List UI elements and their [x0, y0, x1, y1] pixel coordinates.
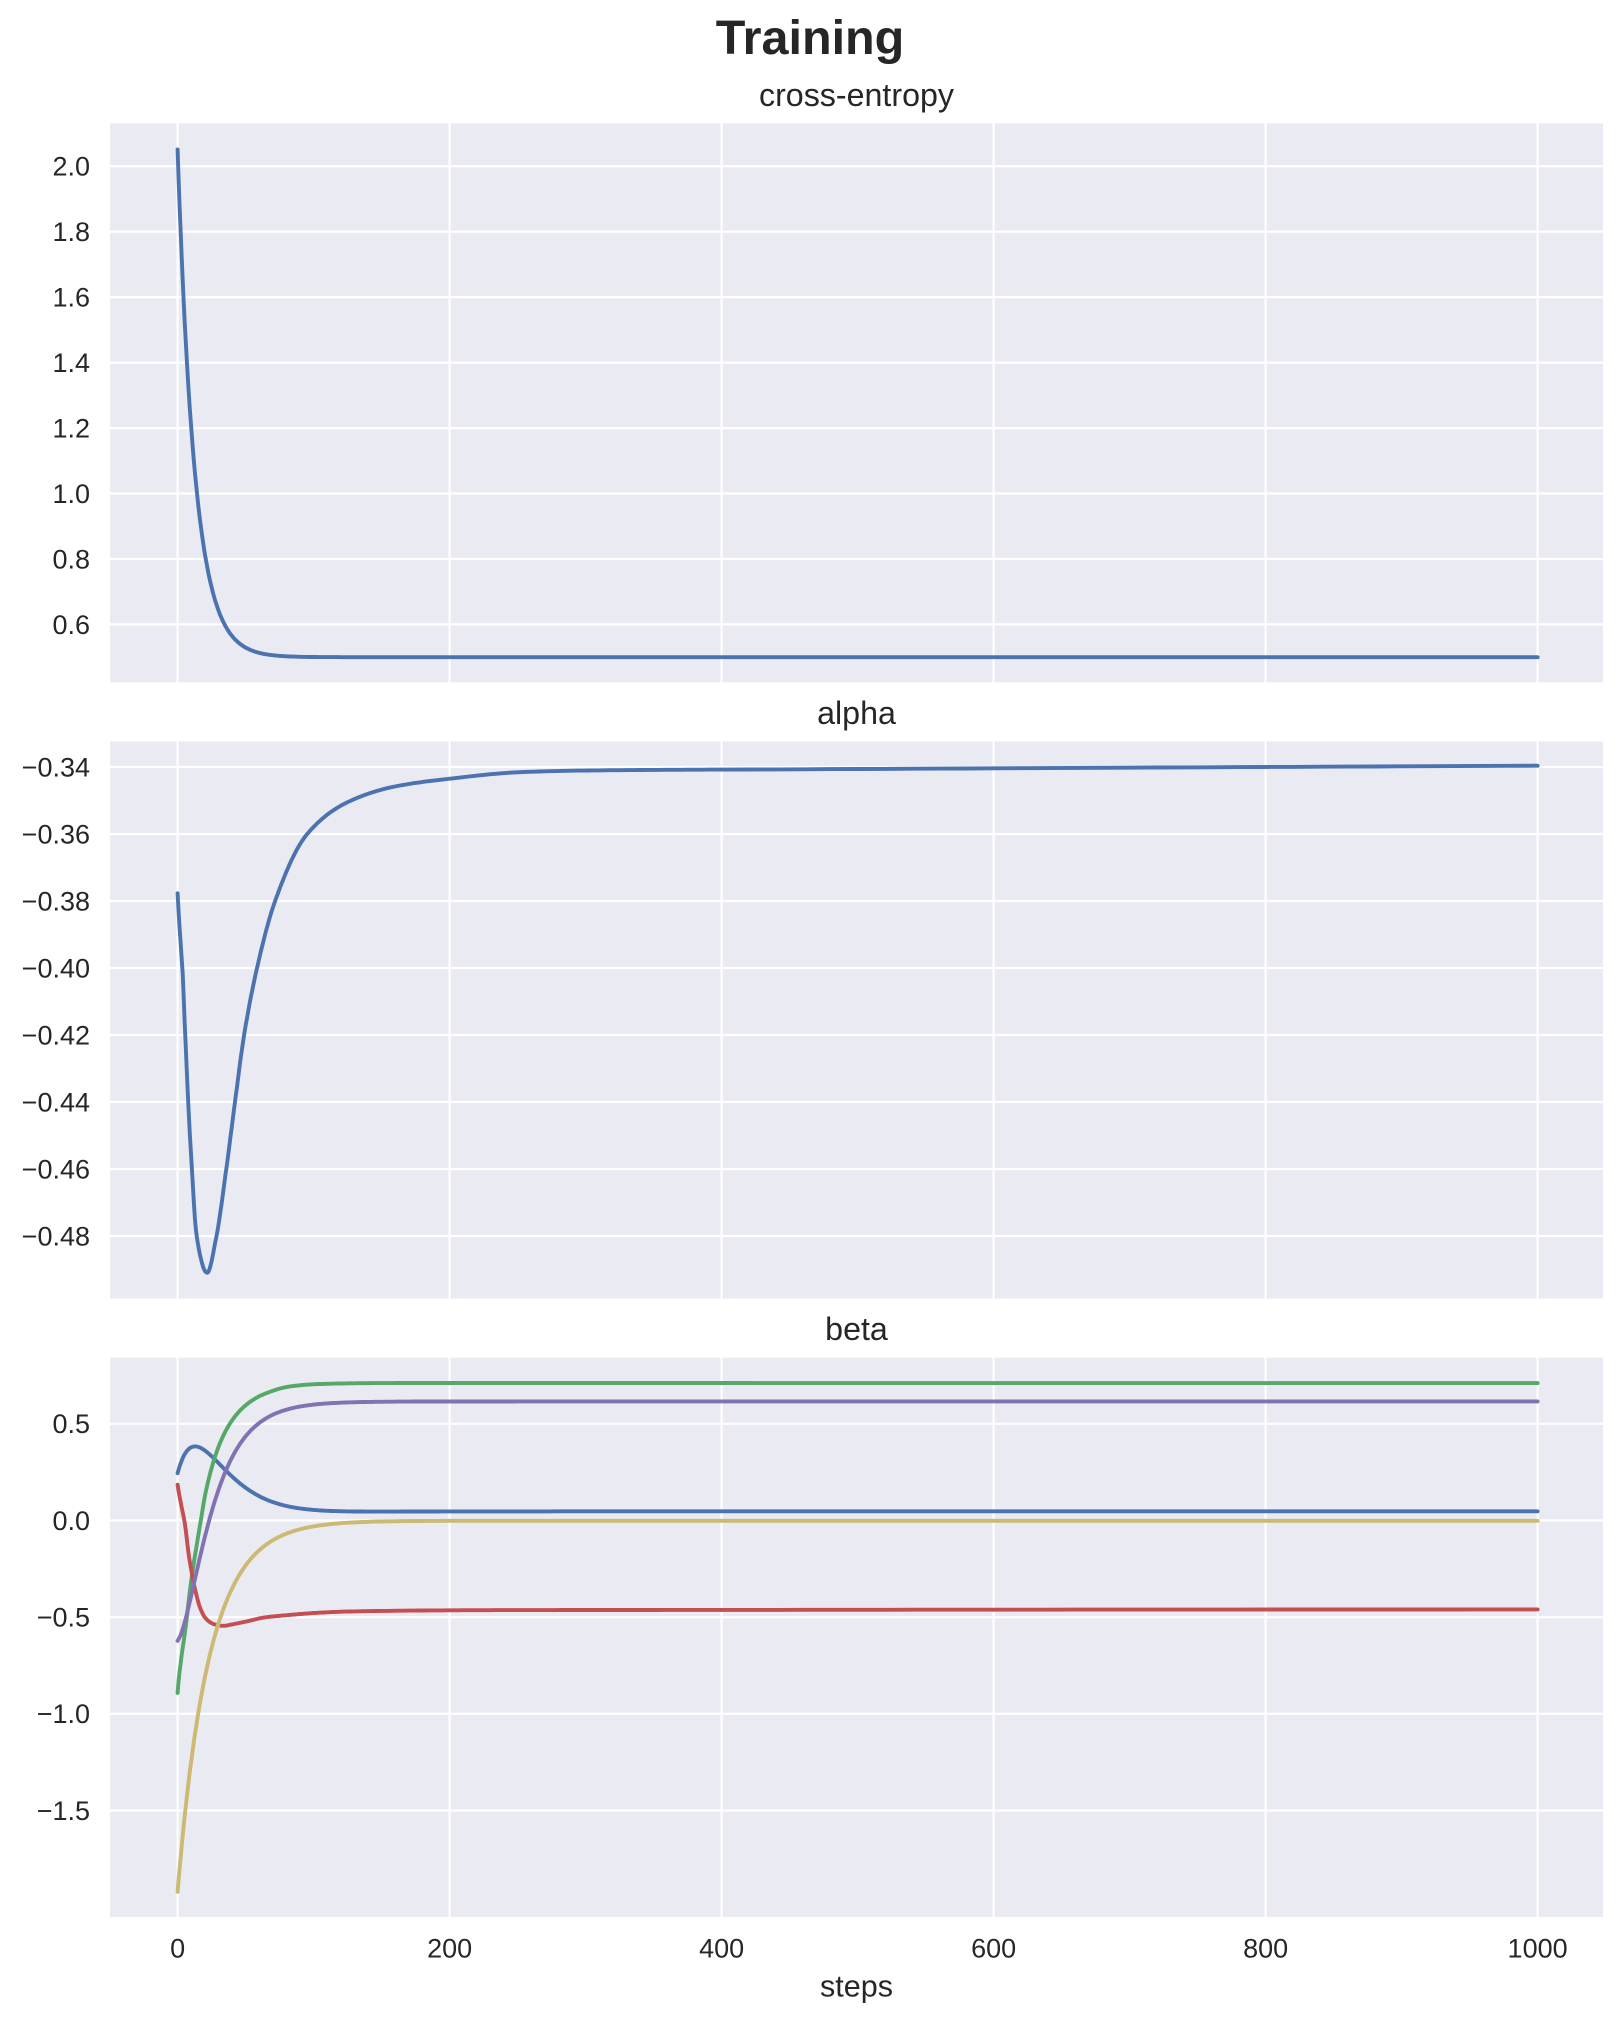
- svg-text:−0.44: −0.44: [22, 1087, 90, 1117]
- svg-text:0.0: 0.0: [52, 1506, 90, 1536]
- svg-text:1.8: 1.8: [52, 217, 90, 247]
- svg-text:0.5: 0.5: [52, 1409, 90, 1439]
- svg-text:alpha: alpha: [817, 695, 896, 731]
- svg-text:−0.36: −0.36: [22, 819, 90, 849]
- svg-text:beta: beta: [825, 1311, 888, 1347]
- svg-text:1.0: 1.0: [52, 479, 90, 509]
- svg-text:0: 0: [170, 1933, 185, 1963]
- svg-text:−0.5: −0.5: [37, 1603, 90, 1633]
- svg-text:200: 200: [427, 1933, 472, 1963]
- svg-text:−1.5: −1.5: [37, 1796, 90, 1826]
- svg-text:−0.42: −0.42: [22, 1020, 90, 1050]
- svg-text:−0.34: −0.34: [22, 752, 90, 782]
- svg-text:0.8: 0.8: [52, 544, 90, 574]
- svg-text:1000: 1000: [1508, 1933, 1568, 1963]
- svg-text:−1.0: −1.0: [37, 1699, 90, 1729]
- svg-text:1.4: 1.4: [52, 348, 90, 378]
- svg-text:1.2: 1.2: [52, 413, 90, 443]
- svg-text:1.6: 1.6: [52, 283, 90, 313]
- svg-text:−0.46: −0.46: [22, 1154, 90, 1184]
- svg-text:Training: Training: [716, 11, 905, 65]
- svg-text:400: 400: [699, 1933, 744, 1963]
- svg-text:800: 800: [1243, 1933, 1288, 1963]
- svg-text:−0.48: −0.48: [22, 1221, 90, 1251]
- svg-text:cross-entropy: cross-entropy: [759, 77, 955, 113]
- svg-text:steps: steps: [820, 1970, 893, 2004]
- svg-text:−0.40: −0.40: [22, 953, 90, 983]
- svg-text:600: 600: [971, 1933, 1016, 1963]
- svg-text:0.6: 0.6: [52, 610, 90, 640]
- svg-text:2.0: 2.0: [52, 152, 90, 182]
- svg-text:−0.38: −0.38: [22, 886, 90, 916]
